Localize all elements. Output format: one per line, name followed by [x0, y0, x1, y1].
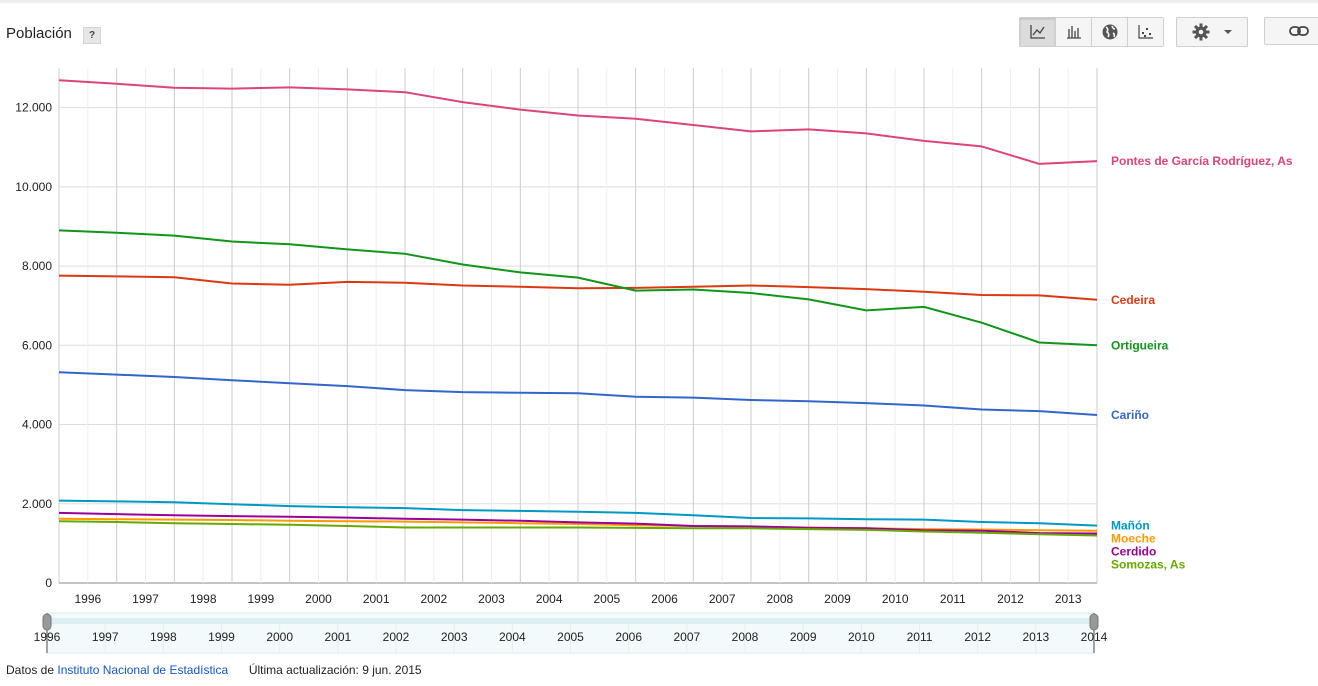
y-tick-label: 0: [45, 576, 52, 590]
series-line-somozas-as: [58, 520, 1098, 537]
range-end-handle[interactable]: [1089, 613, 1099, 631]
y-axis-ticks: 0 2.000 4.000 6.000 8.000 10.000 12.000: [15, 101, 52, 590]
range-selector[interactable]: 1996 1997 1998 1999 2000 2001 2002 2003 2004 2005…: [34, 612, 1108, 654]
range-tick-label: 2004: [499, 630, 526, 644]
range-tick-label: 2000: [266, 630, 293, 644]
series-line-cari-o: [58, 371, 1098, 416]
range-tick-label: 2013: [1022, 630, 1049, 644]
series-line-cerdido: [58, 511, 1098, 535]
series-label: Ortigueira: [1111, 338, 1169, 352]
x-tick-label: 1997: [132, 592, 159, 606]
x-axis-ticks: 1996 1997 1998 1999 2000 2001 2002 2003 2004 2005…: [74, 592, 1081, 606]
globe-icon: [1102, 24, 1117, 40]
x-tick-label: 2001: [363, 592, 390, 606]
series-label: Cariño: [1111, 408, 1149, 422]
page-title: Población: [6, 25, 72, 42]
y-tick-label: 12.000: [15, 101, 52, 115]
y-tick-label: 6.000: [22, 338, 52, 352]
series-line-pontes-de-garc-a-rodr-guez-as: [58, 79, 1098, 165]
x-tick-label: 1998: [190, 592, 217, 606]
range-tick-label: 1999: [208, 630, 235, 644]
series-label: Mañón: [1111, 519, 1150, 533]
bar-chart-icon: [1066, 26, 1081, 39]
range-tick-label: 2011: [907, 630, 933, 644]
range-band: [47, 618, 1094, 624]
last-updated: Última actualización: 9 jun. 2015: [248, 663, 422, 677]
range-tick-label: 2003: [441, 630, 468, 644]
y-tick-label: 8.000: [22, 259, 52, 273]
bar-chart-view-button[interactable]: [1056, 18, 1092, 46]
scatter-view-button[interactable]: [1128, 18, 1163, 46]
x-tick-label: 2013: [1055, 592, 1082, 606]
series-line-moeche: [58, 517, 1098, 532]
link-icon: [1289, 26, 1309, 36]
x-tick-label: 1999: [247, 592, 274, 606]
settings-button[interactable]: [1176, 17, 1248, 47]
x-tick-label: 2003: [478, 592, 505, 606]
top-border: [0, 0, 1318, 3]
x-tick-label: 2002: [420, 592, 447, 606]
x-tick-label: 2005: [593, 592, 620, 606]
footer: Datos de Instituto Nacional de Estadísti…: [6, 663, 422, 677]
range-tick-label: 2001: [324, 630, 351, 644]
range-tick-label: 2010: [848, 630, 875, 644]
grid: [58, 68, 1098, 584]
footer-prefix: Datos de: [6, 663, 55, 677]
x-tick-label: 2007: [709, 592, 736, 606]
series-label: Cedeira: [1111, 293, 1155, 307]
range-tick-label: 2012: [964, 630, 991, 644]
series-label: Pontes de García Rodríguez, As: [1111, 154, 1293, 168]
range-tick-label: 2006: [615, 630, 642, 644]
x-tick-label: 2000: [305, 592, 332, 606]
series-line-ortigueira: [58, 229, 1098, 347]
x-tick-label: 1996: [74, 592, 101, 606]
range-tick-label: 2005: [557, 630, 584, 644]
y-tick-label: 4.000: [22, 418, 52, 432]
source-link[interactable]: Instituto Nacional de Estadística: [57, 663, 229, 677]
x-tick-label: 2008: [766, 592, 793, 606]
help-button[interactable]: ?: [83, 27, 101, 44]
range-tick-label: 2007: [673, 630, 700, 644]
line-chart-view-button[interactable]: [1020, 18, 1056, 46]
range-tick-label: 2008: [732, 630, 759, 644]
range-start-handle[interactable]: [42, 613, 52, 631]
series-label: Somozas, As: [1111, 558, 1186, 572]
x-tick-label: 2006: [651, 592, 678, 606]
x-tick-label: 2004: [536, 592, 563, 606]
view-toggle-group: [1019, 17, 1164, 47]
series-line-ma-n: [58, 499, 1098, 527]
line-chart-icon: [1029, 25, 1045, 39]
range-tick-label: 2002: [383, 630, 410, 644]
scatter-icon: [1137, 25, 1153, 39]
map-view-button[interactable]: [1092, 18, 1128, 46]
series-label: Cerdido: [1111, 545, 1156, 559]
x-tick-label: 2010: [882, 592, 909, 606]
series-lines: [58, 79, 1098, 537]
y-tick-label: 2.000: [22, 497, 52, 511]
range-tick-label: 2009: [790, 630, 817, 644]
x-tick-label: 2011: [940, 592, 966, 606]
series-label: Moeche: [1111, 532, 1156, 546]
caret-down-icon: [1224, 29, 1232, 34]
range-tick-label: 1997: [92, 630, 119, 644]
range-tick-label: 1998: [150, 630, 177, 644]
y-tick-label: 10.000: [15, 180, 52, 194]
x-tick-label: 2009: [824, 592, 851, 606]
x-tick-label: 2012: [997, 592, 1024, 606]
link-button[interactable]: [1264, 17, 1318, 45]
series-labels: Pontes de García Rodríguez, As Cedeira Ort…: [1111, 154, 1293, 571]
series-line-cedeira: [58, 274, 1098, 301]
gear-icon: [1192, 23, 1210, 41]
